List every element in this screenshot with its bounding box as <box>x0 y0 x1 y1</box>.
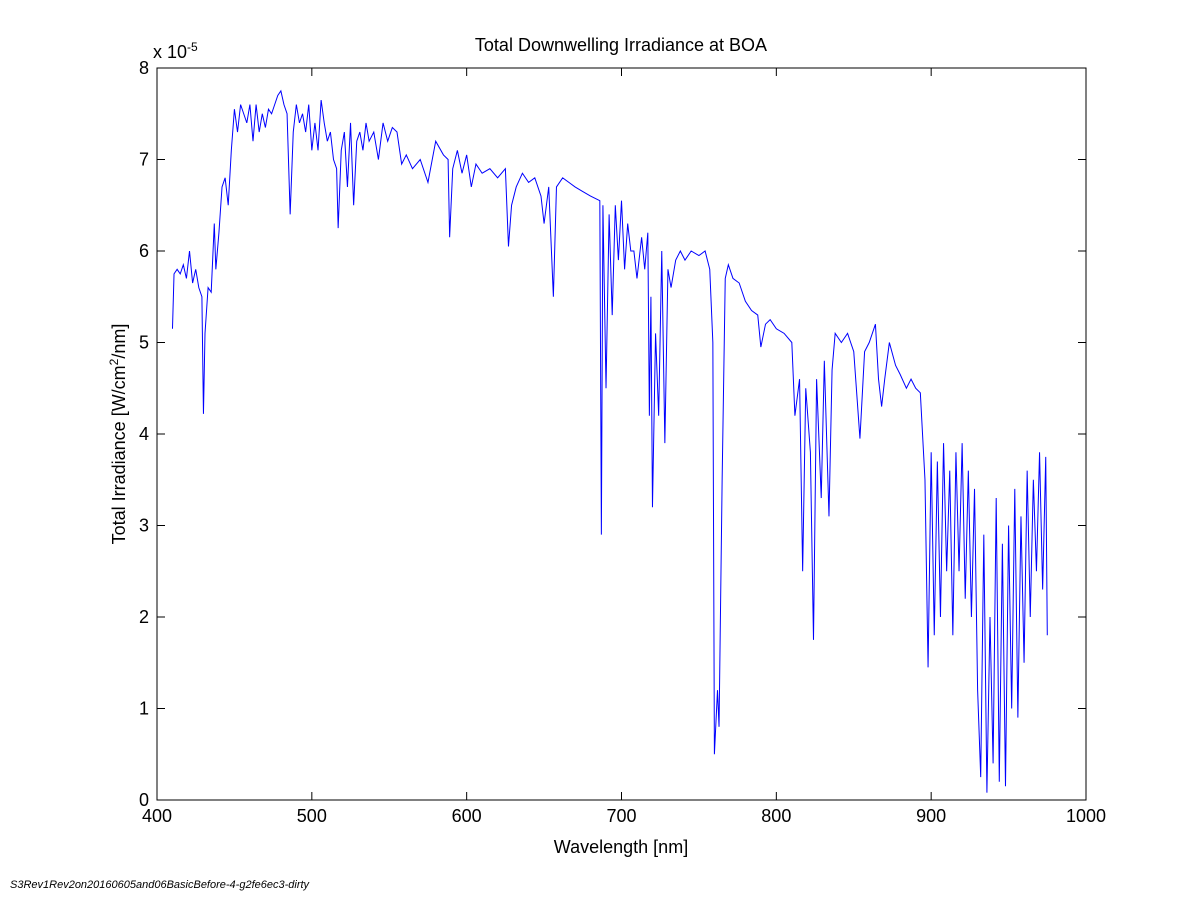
y-multiplier: x 10-5 <box>153 40 198 62</box>
data-line <box>171 89 1048 793</box>
x-tick-label: 400 <box>142 806 172 826</box>
y-tick-label: 4 <box>139 424 149 444</box>
y-tick-label: 8 <box>139 58 149 78</box>
x-tick-label: 1000 <box>1066 806 1106 826</box>
plot-area <box>156 67 1087 801</box>
multiplier-base: x 10 <box>153 42 187 62</box>
x-tick-label: 800 <box>761 806 791 826</box>
x-tick-label: 600 <box>452 806 482 826</box>
x-tick-label: 900 <box>916 806 946 826</box>
y-tick-label: 7 <box>139 150 149 170</box>
y-label-text: Total Irradiance [W/cm <box>109 365 129 544</box>
y-label-text: /nm] <box>109 324 129 359</box>
y-tick-label: 3 <box>139 516 149 536</box>
y-tick-label: 2 <box>139 607 149 627</box>
chart-title: Total Downwelling Irradiance at BOA <box>475 35 767 55</box>
x-tick-label: 500 <box>297 806 327 826</box>
footer: S3Rev1Rev2on20160605and06BasicBefore-4-g… <box>10 879 311 891</box>
y-tick-label: 1 <box>139 699 149 719</box>
y-tick-label: 6 <box>139 241 149 261</box>
y-tick-label: 0 <box>139 790 149 810</box>
y-label-superscript: 2 <box>107 358 121 365</box>
x-tick-label: 700 <box>606 806 636 826</box>
x-axis-label: Wavelength [nm] <box>554 837 688 857</box>
y-axis-label: Total Irradiance [W/cm2/nm] <box>107 324 129 545</box>
multiplier-exponent: -5 <box>187 40 198 54</box>
y-tick-label: 5 <box>139 333 149 353</box>
